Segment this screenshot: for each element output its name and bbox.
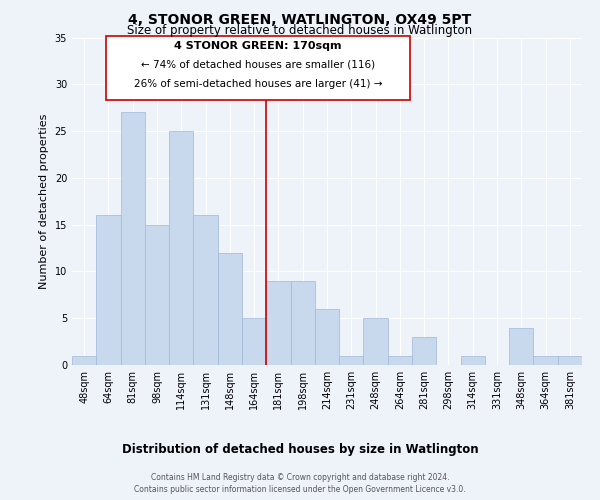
Text: Size of property relative to detached houses in Watlington: Size of property relative to detached ho… bbox=[127, 24, 473, 37]
Text: 4 STONOR GREEN: 170sqm: 4 STONOR GREEN: 170sqm bbox=[174, 41, 341, 51]
Text: 4, STONOR GREEN, WATLINGTON, OX49 5PT: 4, STONOR GREEN, WATLINGTON, OX49 5PT bbox=[128, 12, 472, 26]
Bar bbox=[121, 112, 145, 365]
Bar bbox=[266, 281, 290, 365]
Bar bbox=[412, 337, 436, 365]
Bar bbox=[193, 216, 218, 365]
Bar bbox=[339, 356, 364, 365]
Text: ← 74% of detached houses are smaller (116): ← 74% of detached houses are smaller (11… bbox=[141, 60, 375, 70]
Bar bbox=[364, 318, 388, 365]
Bar bbox=[242, 318, 266, 365]
Bar bbox=[315, 309, 339, 365]
Bar bbox=[558, 356, 582, 365]
Text: 26% of semi-detached houses are larger (41) →: 26% of semi-detached houses are larger (… bbox=[134, 78, 382, 88]
FancyBboxPatch shape bbox=[106, 36, 410, 100]
Text: Contains HM Land Registry data © Crown copyright and database right 2024.: Contains HM Land Registry data © Crown c… bbox=[151, 472, 449, 482]
Bar bbox=[72, 356, 96, 365]
Text: Distribution of detached houses by size in Watlington: Distribution of detached houses by size … bbox=[122, 442, 478, 456]
Y-axis label: Number of detached properties: Number of detached properties bbox=[39, 114, 49, 289]
Bar bbox=[533, 356, 558, 365]
Bar bbox=[461, 356, 485, 365]
Bar bbox=[145, 224, 169, 365]
Bar bbox=[388, 356, 412, 365]
Bar bbox=[509, 328, 533, 365]
Text: Contains public sector information licensed under the Open Government Licence v3: Contains public sector information licen… bbox=[134, 485, 466, 494]
Bar bbox=[218, 252, 242, 365]
Bar bbox=[290, 281, 315, 365]
Bar bbox=[169, 131, 193, 365]
Bar bbox=[96, 216, 121, 365]
